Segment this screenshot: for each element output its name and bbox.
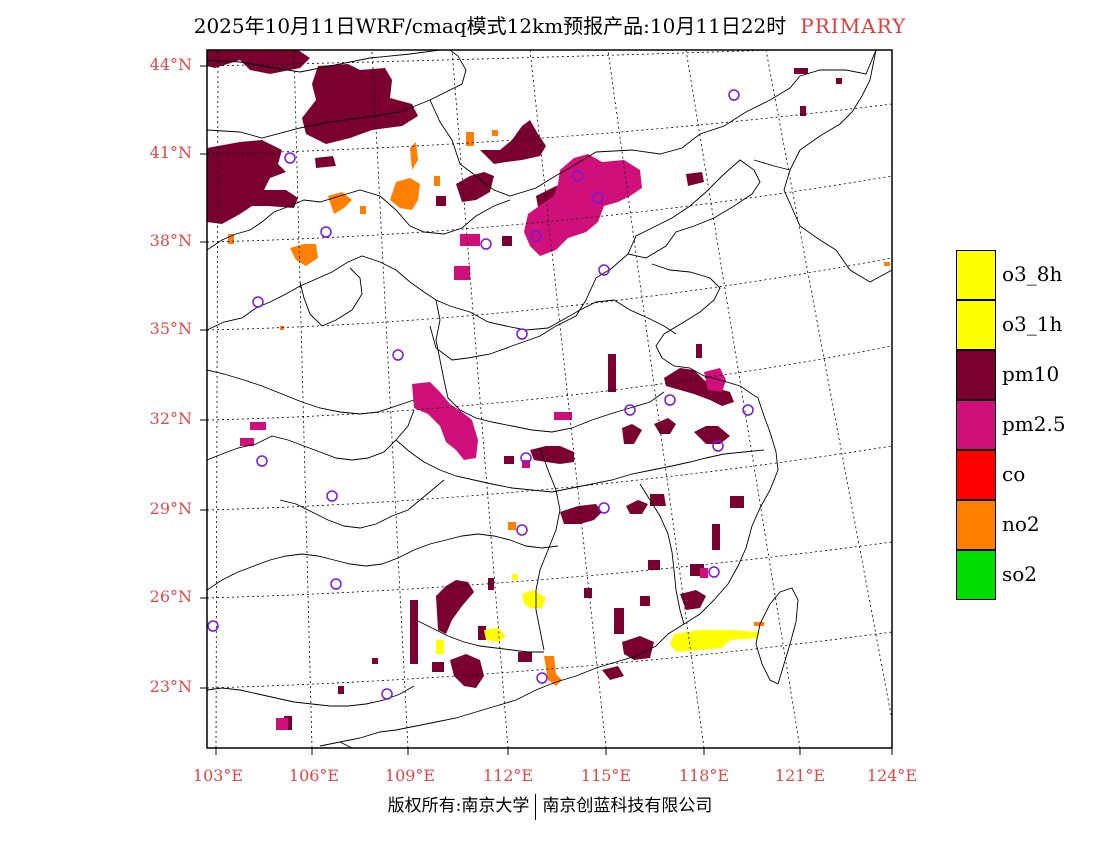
legend-swatch-o3-1h [956, 300, 996, 350]
lon-label-124: 124°E [866, 766, 918, 785]
lon-label-118: 118°E [678, 766, 730, 785]
tick-marks [200, 65, 893, 755]
lon-label-115: 115°E [580, 766, 632, 785]
legend-item-co: co [956, 450, 1096, 500]
legend-item-no2: no2 [956, 500, 1096, 550]
legend-label-o3-8h: o3_8h [1002, 262, 1063, 286]
lon-label-121: 121°E [774, 766, 826, 785]
legend-label-o3-1h: o3_1h [1002, 312, 1063, 336]
copyright-right: 南京创蓝科技有限公司 [542, 796, 713, 816]
copyright-separator [535, 793, 537, 820]
lon-label-103: 103°E [192, 766, 244, 785]
legend-swatch-o3-8h [956, 250, 996, 300]
copyright-left: 版权所有:南京大学 [387, 796, 530, 816]
boundary-lines [207, 50, 892, 748]
pm25-patches [240, 154, 726, 730]
legend-label-pm10: pm10 [1002, 362, 1060, 386]
lat-label-44: 44°N [149, 55, 192, 74]
no2-patches [228, 130, 890, 686]
legend-item-o3-8h: o3_8h [956, 250, 1096, 300]
lat-label-41: 41°N [149, 143, 192, 162]
lat-label-35: 35°N [149, 319, 192, 338]
title-tag: PRIMARY [800, 14, 907, 38]
lon-label-112: 112°E [482, 766, 534, 785]
lat-label-26: 26°N [149, 587, 192, 606]
monitoring-sites [207, 89, 754, 700]
legend-swatch-no2 [956, 500, 996, 550]
lat-label-23: 23°N [149, 677, 192, 696]
legend-item-o3-1h: o3_1h [956, 300, 1096, 350]
lat-label-32: 32°N [149, 409, 192, 428]
legend-swatch-pm10 [956, 350, 996, 400]
lat-label-29: 29°N [149, 499, 192, 518]
lon-label-106: 106°E [288, 766, 340, 785]
legend-item-so2: so2 [956, 550, 1096, 600]
legend-swatch-pm25 [956, 400, 996, 450]
legend-label-pm25: pm2.5 [1002, 412, 1066, 436]
lat-label-38: 38°N [149, 231, 192, 250]
legend-swatch-so2 [956, 550, 996, 600]
map-frame [206, 49, 893, 749]
lon-label-109: 109°E [384, 766, 436, 785]
legend-label-no2: no2 [1002, 512, 1040, 536]
legend-label-co: co [1002, 462, 1026, 486]
legend-label-so2: so2 [1002, 562, 1038, 586]
legend-item-pm10: pm10 [956, 350, 1096, 400]
graticule [207, 50, 892, 748]
title-main: 2025年10月11日WRF/cmaq模式12km预报产品:10月11日22时 [193, 14, 787, 38]
legend-item-pm25: pm2.5 [956, 400, 1096, 450]
copyright: 版权所有:南京大学 南京创蓝科技有限公司 [0, 791, 1100, 820]
o3-patches [436, 574, 760, 654]
map-title: 2025年10月11日WRF/cmaq模式12km预报产品:10月11日22时 P… [0, 10, 1100, 39]
legend-swatch-co [956, 450, 996, 500]
